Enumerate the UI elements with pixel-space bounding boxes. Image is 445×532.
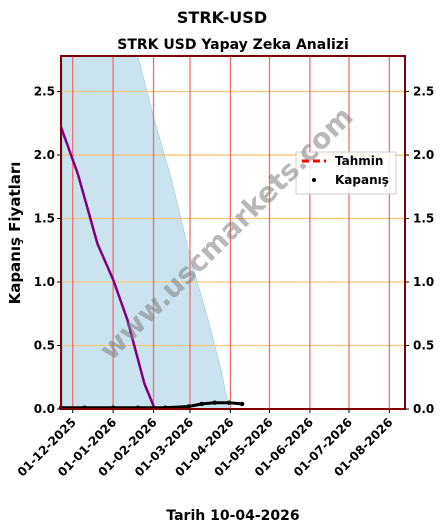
data-point-kapanis bbox=[226, 400, 232, 405]
series-line-tahmin bbox=[59, 126, 156, 410]
y-tick-label: 1.0 bbox=[34, 275, 55, 289]
y-tick-label-right: 1.5 bbox=[413, 212, 434, 226]
legend-tahmin-label: Tahmin bbox=[335, 154, 383, 168]
y-tick-label-right: 2.5 bbox=[413, 85, 434, 99]
data-point-kapanis bbox=[199, 401, 204, 407]
y-tick-label: 2.0 bbox=[34, 148, 55, 162]
y-tick-label-right: 2.0 bbox=[413, 148, 434, 162]
legend: Tahmin Kapanış bbox=[295, 151, 397, 195]
y-tick-label: 0.5 bbox=[34, 339, 55, 353]
x-axis-label: Tarih 10-04-2026 bbox=[166, 508, 299, 524]
legend-kapanis-swatch bbox=[312, 178, 316, 182]
series-line-kapanis bbox=[61, 401, 243, 410]
grid-layer bbox=[61, 56, 405, 410]
y-tick-label: 0.0 bbox=[34, 402, 55, 416]
legend-box bbox=[295, 151, 397, 195]
x-axis: 01-12-202501-01-202601-02-202601-03-2026… bbox=[15, 409, 395, 479]
y-tick-label-right: 1.0 bbox=[413, 275, 434, 289]
chart-title: STRK USD Yapay Zeka Analizi bbox=[117, 37, 349, 53]
data-point-kapanis bbox=[212, 400, 217, 405]
y-tick-label: 1.5 bbox=[34, 212, 55, 226]
y-axis-label: Kapanış Fiyatları bbox=[6, 162, 24, 305]
data-point-kapanis bbox=[186, 404, 191, 409]
data-point-kapanis bbox=[239, 401, 245, 407]
y-tick-label: 2.5 bbox=[34, 85, 55, 99]
y-tick-label-right: 0.0 bbox=[413, 402, 434, 416]
y-axis-left: 0.0 0.5 1.0 1.5 2.0 2.5 bbox=[34, 85, 61, 416]
series-layer bbox=[58, 126, 245, 410]
plot-frame bbox=[60, 55, 406, 410]
y-tick-label-right: 0.5 bbox=[413, 339, 434, 353]
page-title: STRK-USD bbox=[177, 8, 267, 27]
y-axis-right: 0.0 0.5 1.0 1.5 2.0 2.5 bbox=[405, 85, 434, 416]
legend-kapanis-label: Kapanış bbox=[335, 173, 389, 187]
